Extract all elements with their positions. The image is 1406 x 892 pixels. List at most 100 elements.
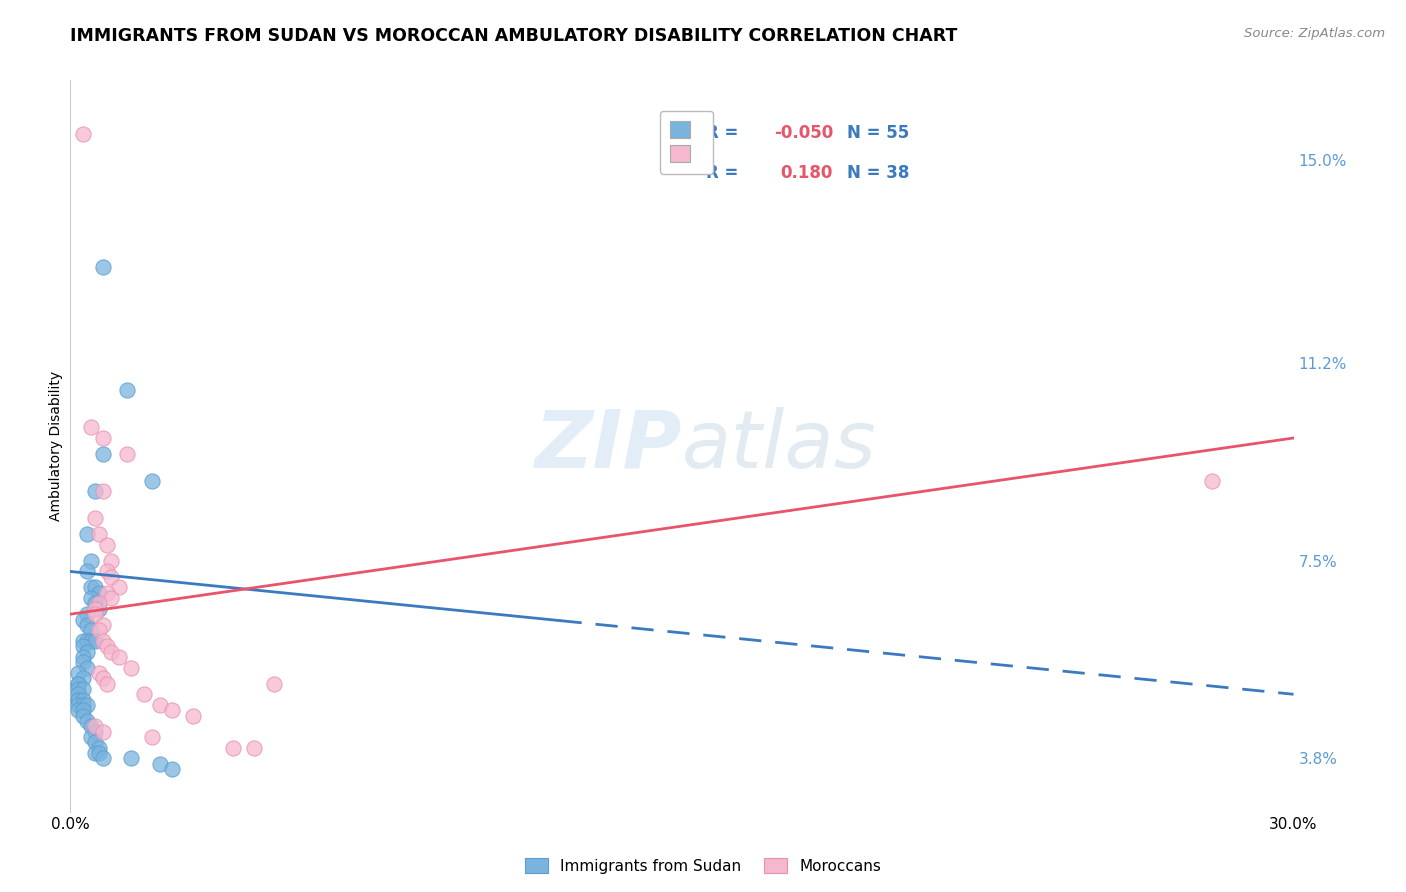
Point [87,586,110,600]
Point [72,613,94,627]
Point [83,511,105,525]
Point [83,581,105,595]
Point [87,602,110,616]
Point [87,527,110,541]
Point [96,676,118,690]
Point [72,639,94,653]
Point [72,703,94,717]
Point [72,671,94,685]
Point [72,633,94,648]
Point [91,724,114,739]
Point [83,724,105,739]
Point [76,565,98,579]
Point [79,719,103,733]
Text: R =: R = [706,164,745,182]
Point [162,703,183,717]
Point [76,660,98,674]
Point [149,756,172,771]
Point [91,447,114,461]
Point [72,708,94,723]
Point [72,692,94,706]
Point [83,607,105,622]
Point [141,474,163,488]
Point [76,633,98,648]
Point [76,527,98,541]
Point [96,639,118,653]
Point [100,644,122,658]
Point [79,420,103,434]
Point [91,260,114,274]
Point [83,735,105,749]
Point [181,708,204,723]
Text: N = 55: N = 55 [846,124,910,142]
Point [91,671,114,685]
Point [263,676,285,690]
Point [162,762,183,776]
Point [132,687,155,701]
Point [79,581,103,595]
Point [72,681,94,696]
Legend: , : , [659,111,713,174]
Point [79,730,103,744]
Point [91,431,114,445]
Point [121,660,143,674]
Point [67,703,90,717]
Point [141,730,163,744]
Text: N = 38: N = 38 [846,164,910,182]
Point [117,383,139,397]
Point [87,746,110,760]
Point [243,740,266,755]
Point [76,644,98,658]
Point [67,665,90,680]
Point [67,692,90,706]
Point [87,665,110,680]
Text: 0.180: 0.180 [780,164,832,182]
Legend: Immigrants from Sudan, Moroccans: Immigrants from Sudan, Moroccans [519,852,887,880]
Point [121,751,143,765]
Point [67,676,90,690]
Point [83,746,105,760]
Text: Source: ZipAtlas.com: Source: ZipAtlas.com [1244,27,1385,40]
Point [117,447,139,461]
Point [87,623,110,637]
Point [83,597,105,611]
Text: R =: R = [706,124,745,142]
Point [67,687,90,701]
Point [79,633,103,648]
Point [67,681,90,696]
Point [222,740,245,755]
Point [83,602,105,616]
Point [79,623,103,637]
Point [87,597,110,611]
Point [79,554,103,568]
Point [67,698,90,712]
Text: -0.050: -0.050 [773,124,832,142]
Point [149,698,172,712]
Point [91,751,114,765]
Point [91,484,114,499]
Point [72,649,94,664]
Point [96,565,118,579]
Text: atlas: atlas [682,407,877,485]
Text: ZIP: ZIP [534,407,682,485]
Point [100,570,122,584]
Point [91,618,114,632]
Text: IMMIGRANTS FROM SUDAN VS MOROCCAN AMBULATORY DISABILITY CORRELATION CHART: IMMIGRANTS FROM SUDAN VS MOROCCAN AMBULA… [70,27,957,45]
Point [76,714,98,728]
Point [72,655,94,669]
Point [83,484,105,499]
Point [96,586,118,600]
Point [96,538,118,552]
Point [83,719,105,733]
Point [79,591,103,606]
Point [87,740,110,755]
Point [100,591,122,606]
Point [76,607,98,622]
Point [72,127,94,141]
Y-axis label: Ambulatory Disability: Ambulatory Disability [49,371,63,521]
Point [67,692,90,706]
Point [83,633,105,648]
Point [91,633,114,648]
Point [108,581,131,595]
Point [72,698,94,712]
